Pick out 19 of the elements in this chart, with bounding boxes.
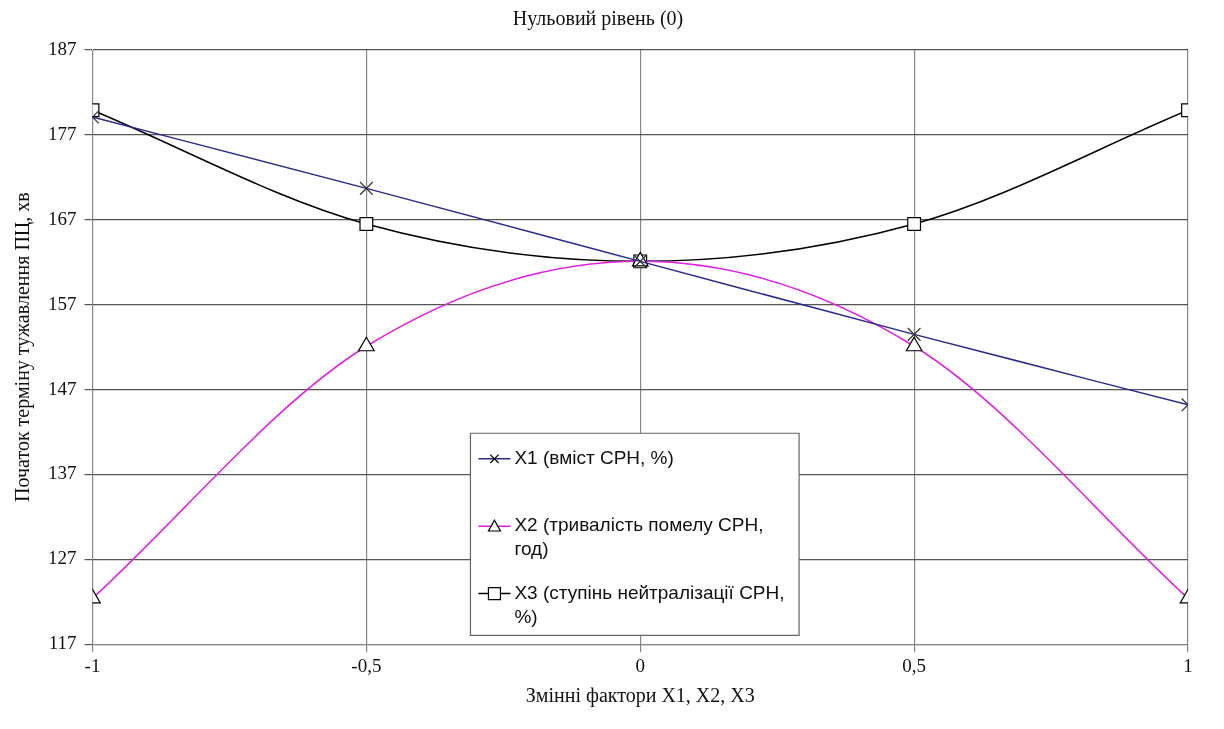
x-tick-label: -1 <box>84 654 101 676</box>
y-axis-title: Початок терміну тужавлення ПЦ, хв <box>11 192 35 502</box>
x-axis-title: Змінні фактори X1, X2, X3 <box>525 684 755 708</box>
legend-label: X2 (тривалість помелу СРН, год) <box>514 514 764 560</box>
x-tick-label: 1 <box>1183 654 1193 676</box>
y-tick-label: 137 <box>48 462 77 484</box>
chart-title: Нульовий рівень (0) <box>512 7 684 31</box>
legend-label: X1 (вміст СРН, %) <box>514 447 674 469</box>
y-tick-label: 157 <box>48 292 77 314</box>
x-tick-label: -0,5 <box>351 654 382 676</box>
y-tick-label: 117 <box>48 632 77 654</box>
y-tick-label: 127 <box>48 547 77 569</box>
y-tick-label: 187 <box>48 37 77 59</box>
y-tick-label: 167 <box>48 207 77 229</box>
y-tick-label: 177 <box>48 122 77 144</box>
legend-label: X3 (ступінь нейтралізації СРН, %) <box>514 581 785 627</box>
x-tick-label: 0,5 <box>902 654 926 676</box>
y-tick-label: 147 <box>48 377 77 399</box>
x-tick-label: 0 <box>635 654 645 676</box>
